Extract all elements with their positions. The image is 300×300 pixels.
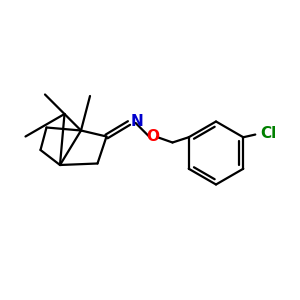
Text: Cl: Cl: [260, 126, 276, 141]
Text: N: N: [131, 114, 144, 129]
Text: O: O: [146, 129, 160, 144]
